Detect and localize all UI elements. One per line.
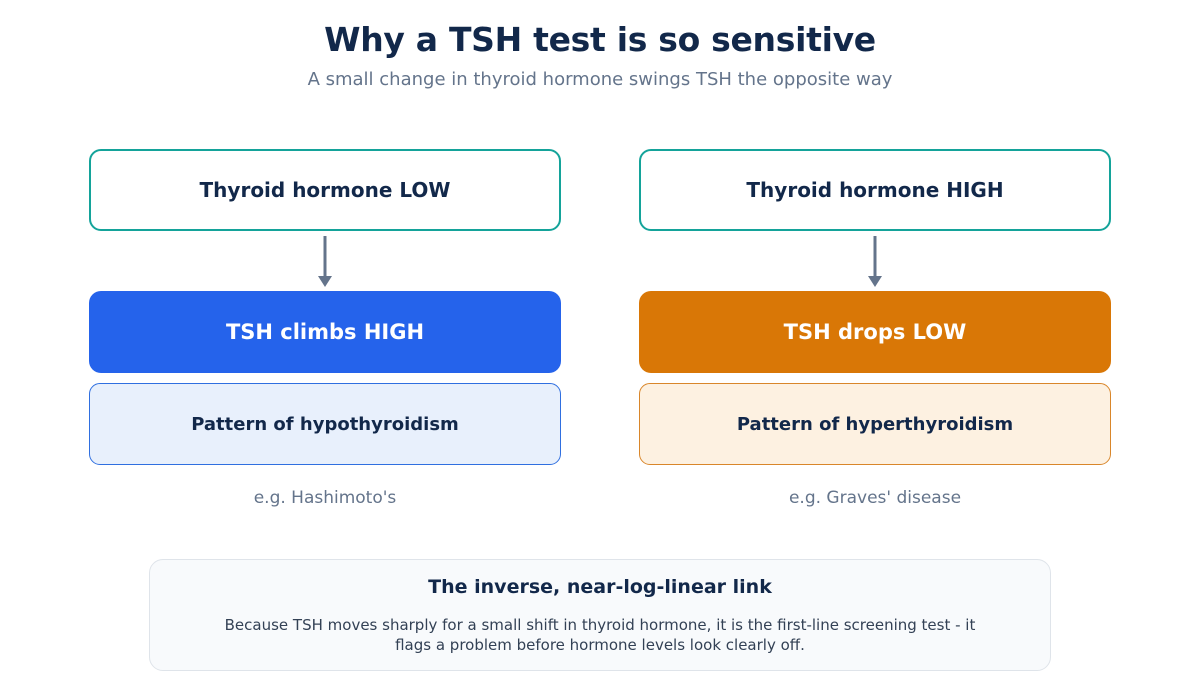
example-text: e.g. Graves' disease <box>788 488 962 508</box>
cause-box-low: Thyroid hormone LOW <box>89 149 561 231</box>
cause-label: Thyroid hormone HIGH <box>746 178 1004 202</box>
pattern-label: Pattern of hyperthyroidism <box>736 413 1014 435</box>
explanation-body: Because TSH moves sharply for a small sh… <box>224 616 976 654</box>
effect-box-tsh-high: TSH climbs HIGH <box>89 291 561 373</box>
effect-box-tsh-low: TSH drops LOW <box>639 291 1111 373</box>
explanation-panel: The inverse, near-log-linear link Becaus… <box>149 559 1051 671</box>
diagram-title: Why a TSH test is so sensitive <box>324 20 876 59</box>
pattern-box-hypothyroidism: Pattern of hypothyroidism <box>89 383 561 465</box>
pattern-box-hyperthyroidism: Pattern of hyperthyroidism <box>639 383 1111 465</box>
effect-label: TSH drops LOW <box>783 320 967 344</box>
explanation-title: The inverse, near-log-linear link <box>428 576 772 598</box>
cause-label: Thyroid hormone LOW <box>199 178 451 202</box>
down-arrow-icon <box>868 236 882 287</box>
cause-box-high: Thyroid hormone HIGH <box>639 149 1111 231</box>
diagram-subtitle: A small change in thyroid hormone swings… <box>307 69 893 90</box>
down-arrow-icon <box>318 236 332 287</box>
effect-label: TSH climbs HIGH <box>225 320 425 344</box>
example-text: e.g. Hashimoto's <box>253 488 397 508</box>
pattern-label: Pattern of hypothyroidism <box>191 413 459 435</box>
